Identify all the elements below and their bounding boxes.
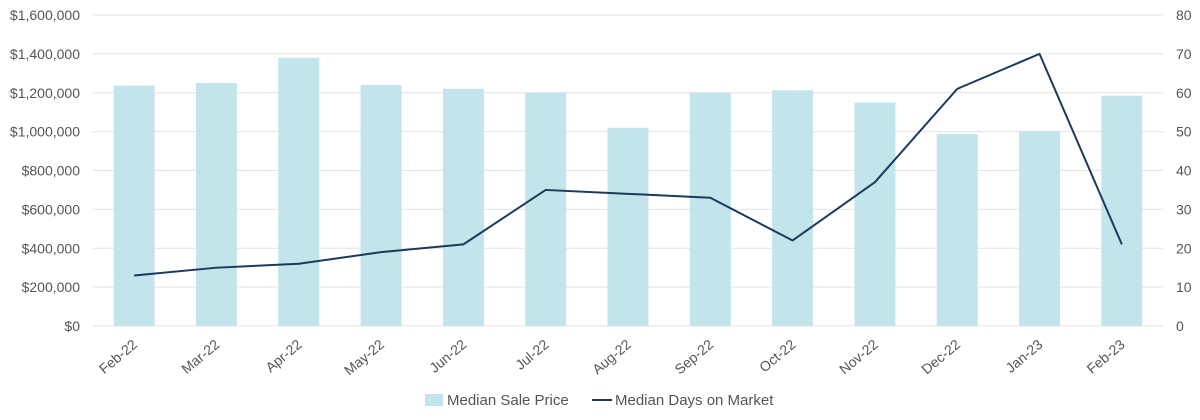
left-tick-label: $400,000 <box>22 240 81 256</box>
right-tick-label: 20 <box>1176 240 1192 256</box>
right-axis: 0 10 20 30 40 50 60 70 80 <box>1176 7 1192 334</box>
bar <box>525 92 567 326</box>
right-tick-label: 0 <box>1176 318 1184 334</box>
left-tick-label: $1,000,000 <box>10 124 80 140</box>
legend-swatch-bar <box>425 394 443 406</box>
bar <box>360 84 402 326</box>
bar <box>854 102 896 326</box>
x-tick-label: Oct-22 <box>756 336 799 375</box>
right-tick-label: 40 <box>1176 163 1192 179</box>
right-tick-label: 10 <box>1176 279 1192 295</box>
bar <box>195 83 237 326</box>
bar <box>1019 131 1061 326</box>
legend-label-line: Median Days on Market <box>615 392 774 409</box>
x-tick-label: Jan-23 <box>1002 336 1045 376</box>
left-tick-label: $200,000 <box>22 279 81 295</box>
left-tick-label: $0 <box>64 318 80 334</box>
bar-series <box>113 57 1143 327</box>
x-tick-label: Feb-23 <box>1084 336 1128 377</box>
left-axis: $0 $200,000 $400,000 $600,000 $800,000 $1,000… <box>10 7 80 334</box>
right-tick-label: 30 <box>1176 201 1192 217</box>
bar <box>607 127 649 326</box>
legend-label-bar: Median Sale Price <box>447 392 569 409</box>
x-tick-label: Feb-22 <box>96 336 140 377</box>
bar <box>278 57 320 326</box>
bar <box>113 85 155 326</box>
x-tick-label: Sep-22 <box>671 336 716 377</box>
left-tick-label: $600,000 <box>22 201 81 217</box>
x-tick-label: Aug-22 <box>589 336 634 377</box>
bar <box>772 90 814 327</box>
left-tick-label: $1,600,000 <box>10 7 80 23</box>
right-tick-label: 80 <box>1176 7 1192 23</box>
right-tick-label: 70 <box>1176 46 1192 62</box>
bar <box>442 88 484 326</box>
x-tick-label: Apr-22 <box>262 336 305 375</box>
line-series <box>134 52 1123 277</box>
left-tick-label: $1,400,000 <box>10 46 80 62</box>
bar <box>689 92 731 326</box>
right-tick-label: 50 <box>1176 124 1192 140</box>
x-tick-label: Mar-22 <box>178 336 222 377</box>
x-tick-label: Jul-22 <box>512 336 552 373</box>
legend: Median Sale Price Median Days on Market <box>425 392 774 409</box>
x-axis: Feb-22 Mar-22 Apr-22 May-22 Jun-22 Jul-22 Aug-… <box>96 336 1128 378</box>
x-tick-label: May-22 <box>341 336 387 378</box>
left-tick-label: $1,200,000 <box>10 85 80 101</box>
x-tick-label: Dec-22 <box>918 336 963 377</box>
right-tick-label: 60 <box>1176 85 1192 101</box>
x-tick-label: Nov-22 <box>836 336 881 377</box>
bar <box>936 134 978 326</box>
x-tick-label: Jun-22 <box>426 336 469 376</box>
left-tick-label: $800,000 <box>22 163 81 179</box>
